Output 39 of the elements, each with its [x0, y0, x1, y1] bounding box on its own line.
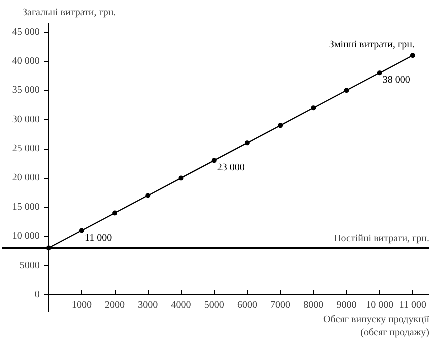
- y-tick-label: 15 000: [12, 202, 40, 213]
- point: [344, 88, 350, 94]
- point: [178, 176, 184, 181]
- x-tick-label: 9000: [336, 300, 357, 311]
- y-tick-label: 0: [34, 289, 40, 300]
- y-tick-label: 10 000: [12, 231, 40, 242]
- y-tick-label: 40 000: [12, 56, 40, 67]
- data-label: 38 000: [382, 75, 410, 86]
- x-tick-label: 2000: [105, 300, 126, 311]
- x-tick-label: 6000: [237, 300, 258, 311]
- x-tick-label: 5000: [204, 300, 224, 311]
- y-tick-label: 45 000: [12, 26, 40, 38]
- x-axis-title: Обсяг випуску продукції (обсяг продажу): [324, 314, 430, 338]
- ref-line-label: Постійні витрати, грн.: [334, 233, 430, 244]
- y-tick-label: 20 000: [12, 172, 40, 184]
- point: [244, 140, 250, 146]
- point: [278, 123, 284, 128]
- series-label: Змінні витрати, грн.: [329, 40, 415, 51]
- x-tick-label: 8000: [304, 300, 324, 311]
- point: [377, 70, 382, 76]
- x-tick-label: 10 000: [366, 300, 394, 311]
- x-tick-label: 7000: [270, 300, 291, 311]
- y-axis-title: Загальні витрати, грн.: [22, 8, 116, 18]
- point: [79, 228, 84, 234]
- x-tick-label: 11 000: [399, 300, 427, 311]
- y-tick-label: 25 000: [12, 144, 40, 155]
- point: [146, 193, 151, 198]
- x-tick-label: 1000: [72, 300, 92, 311]
- y-tick-label: 30 000: [12, 114, 40, 126]
- point: [112, 210, 118, 216]
- x-tick-label: 3000: [138, 300, 158, 311]
- point: [311, 106, 316, 111]
- y-tick-label: 35 000: [12, 85, 40, 96]
- data-label: 23 000: [217, 162, 245, 174]
- point: [212, 158, 217, 164]
- y-tick-label: 5000: [20, 260, 40, 272]
- point: [410, 53, 416, 58]
- data-label: 11 000: [84, 232, 112, 244]
- x-tick-label: 4000: [171, 300, 192, 311]
